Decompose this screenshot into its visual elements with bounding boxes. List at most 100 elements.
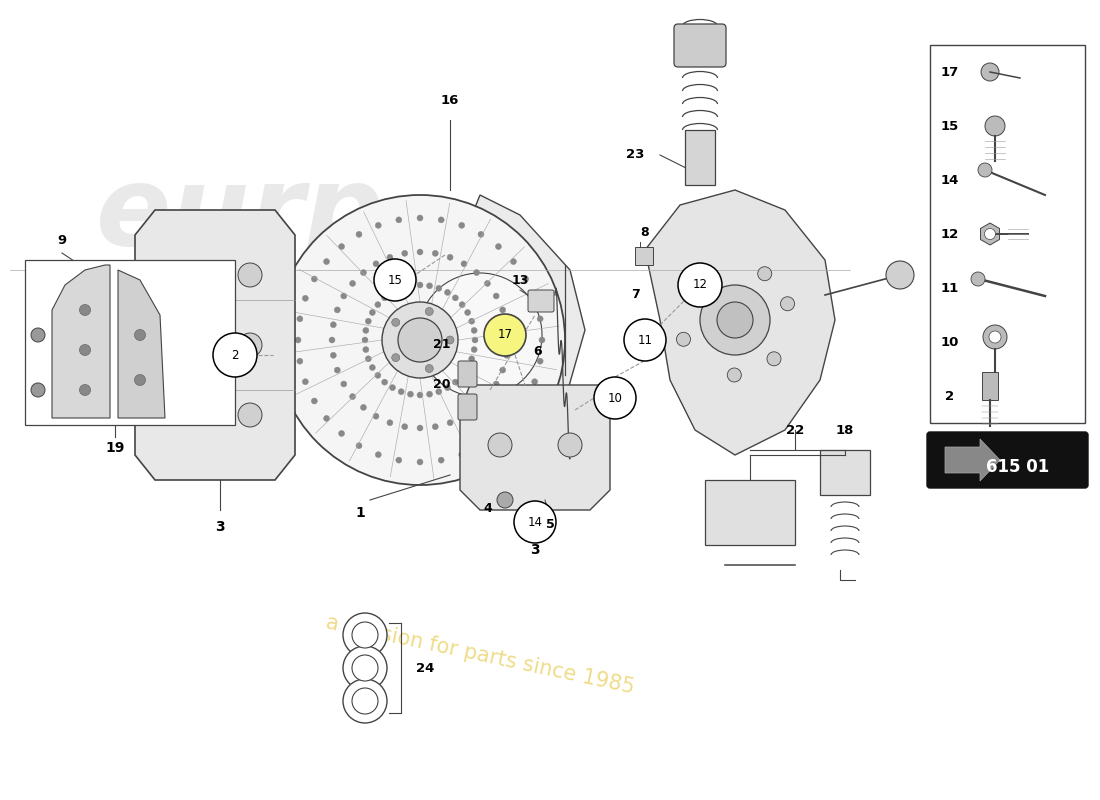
Text: 16: 16 <box>441 94 459 106</box>
Polygon shape <box>945 439 1000 481</box>
Text: 24: 24 <box>416 662 434 674</box>
Text: 17: 17 <box>940 66 959 78</box>
Circle shape <box>398 318 442 362</box>
Polygon shape <box>645 190 835 455</box>
Circle shape <box>469 318 475 324</box>
Circle shape <box>984 229 996 239</box>
Circle shape <box>417 249 424 255</box>
Circle shape <box>311 276 317 282</box>
Circle shape <box>444 385 451 390</box>
Circle shape <box>432 250 438 256</box>
Circle shape <box>504 352 509 358</box>
Circle shape <box>396 457 402 463</box>
FancyBboxPatch shape <box>982 372 998 400</box>
Text: 8: 8 <box>640 226 649 238</box>
Circle shape <box>389 290 396 295</box>
Circle shape <box>510 258 517 265</box>
Circle shape <box>343 679 387 723</box>
Circle shape <box>459 222 464 228</box>
Circle shape <box>539 337 544 343</box>
Circle shape <box>446 336 454 344</box>
Circle shape <box>493 293 499 299</box>
Circle shape <box>676 332 691 346</box>
Text: 15: 15 <box>387 274 403 286</box>
Circle shape <box>469 356 475 362</box>
Circle shape <box>522 398 529 404</box>
Circle shape <box>497 492 513 508</box>
FancyBboxPatch shape <box>705 480 795 545</box>
Circle shape <box>464 365 471 370</box>
Text: 12: 12 <box>940 227 959 241</box>
Text: 3: 3 <box>216 520 224 534</box>
Circle shape <box>695 269 710 282</box>
Circle shape <box>510 415 517 422</box>
Circle shape <box>495 430 502 437</box>
Circle shape <box>334 367 340 373</box>
Circle shape <box>484 394 491 399</box>
Text: 4: 4 <box>484 502 493 514</box>
Circle shape <box>361 405 366 410</box>
Circle shape <box>452 379 459 385</box>
Text: 9: 9 <box>57 234 67 246</box>
FancyBboxPatch shape <box>674 24 726 67</box>
Circle shape <box>343 646 387 690</box>
Circle shape <box>461 261 468 266</box>
Text: 11: 11 <box>638 334 652 346</box>
Circle shape <box>594 377 636 419</box>
Circle shape <box>426 365 433 373</box>
Polygon shape <box>390 195 585 455</box>
Circle shape <box>330 322 337 328</box>
Text: 15: 15 <box>940 119 959 133</box>
Circle shape <box>352 688 378 714</box>
Circle shape <box>495 243 502 250</box>
Text: 14: 14 <box>528 515 542 529</box>
Circle shape <box>79 345 90 355</box>
Circle shape <box>361 270 366 275</box>
Circle shape <box>558 433 582 457</box>
Circle shape <box>370 310 375 315</box>
Circle shape <box>330 352 337 358</box>
Circle shape <box>387 254 393 260</box>
Circle shape <box>350 394 355 399</box>
Circle shape <box>339 243 344 250</box>
Circle shape <box>339 430 344 437</box>
Circle shape <box>484 281 491 286</box>
Polygon shape <box>980 223 1000 245</box>
Circle shape <box>362 337 369 343</box>
Polygon shape <box>635 247 653 265</box>
Text: 7: 7 <box>630 289 639 302</box>
Circle shape <box>531 295 538 302</box>
Circle shape <box>297 316 302 322</box>
Circle shape <box>398 286 404 291</box>
Circle shape <box>417 392 424 398</box>
Circle shape <box>375 302 381 308</box>
Text: 22: 22 <box>785 423 804 437</box>
Circle shape <box>370 365 375 370</box>
Circle shape <box>984 116 1005 136</box>
Circle shape <box>989 331 1001 343</box>
Circle shape <box>436 286 442 291</box>
Circle shape <box>31 328 45 342</box>
Circle shape <box>382 302 458 378</box>
Circle shape <box>375 452 382 458</box>
Circle shape <box>407 391 414 397</box>
Circle shape <box>464 310 471 315</box>
Text: 3: 3 <box>530 543 540 557</box>
Circle shape <box>356 231 362 238</box>
Circle shape <box>373 261 380 266</box>
Circle shape <box>493 381 499 387</box>
FancyBboxPatch shape <box>458 394 477 420</box>
Circle shape <box>365 318 372 324</box>
Circle shape <box>311 398 317 404</box>
Circle shape <box>537 358 543 364</box>
Circle shape <box>275 195 565 485</box>
Circle shape <box>323 258 330 265</box>
Text: 21: 21 <box>433 338 451 351</box>
Circle shape <box>375 372 381 378</box>
Circle shape <box>213 333 257 377</box>
Circle shape <box>447 254 453 260</box>
Circle shape <box>387 420 393 426</box>
Circle shape <box>438 457 444 463</box>
Circle shape <box>478 442 484 449</box>
Circle shape <box>392 354 399 362</box>
